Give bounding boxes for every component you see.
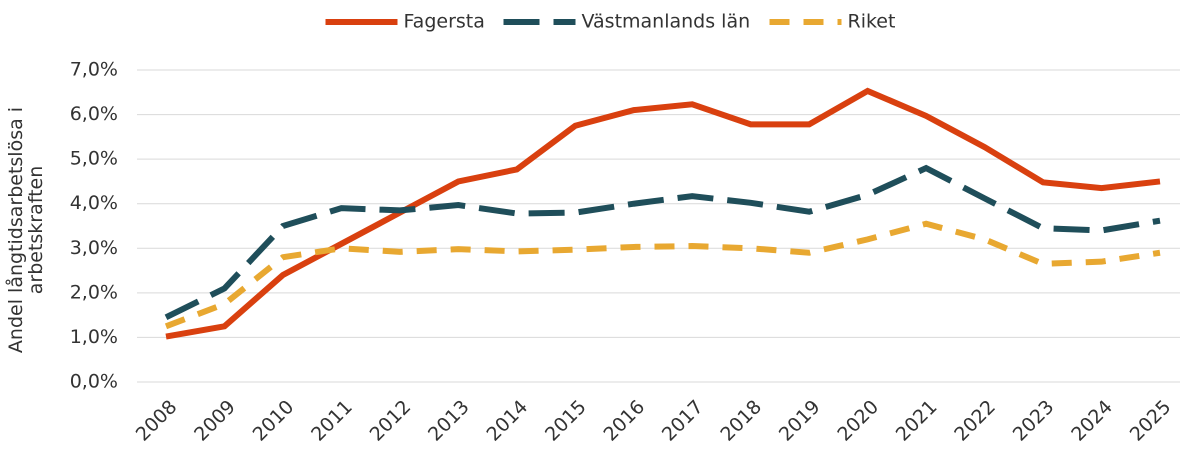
legend-label: Riket <box>848 11 896 33</box>
x-tick-label: 2021 <box>892 396 942 446</box>
x-tick-label: 2025 <box>1126 396 1176 446</box>
x-tick-label: 2014 <box>482 396 532 446</box>
y-axis-label: Andel långtidsarbetslösa iarbetskraften <box>4 107 47 353</box>
y-tick-label: 4,0% <box>70 192 118 214</box>
x-tick-label: 2019 <box>775 396 825 446</box>
x-tick-label: 2018 <box>716 396 766 446</box>
y-tick-label: 5,0% <box>70 148 118 170</box>
y-tick-label: 7,0% <box>70 59 118 81</box>
legend-label: Västmanlands län <box>582 11 751 33</box>
series-line <box>164 220 1161 330</box>
x-tick-label: 2010 <box>249 396 299 446</box>
x-tick-label: 2011 <box>307 396 357 446</box>
y-tick-label: 2,0% <box>70 281 118 303</box>
x-tick-label: 2008 <box>132 396 182 446</box>
x-tick-label: 2017 <box>658 396 708 446</box>
legend-label: Fagersta <box>404 11 485 33</box>
x-tick-label: 2020 <box>833 396 883 446</box>
x-tick-label: 2022 <box>950 396 1000 446</box>
y-axis-label-line: arbetskraften <box>25 166 47 295</box>
y-tick-label: 0,0% <box>70 371 118 393</box>
y-tick-label: 6,0% <box>70 103 118 125</box>
x-tick-label: 2012 <box>366 396 416 446</box>
x-tick-label: 2015 <box>541 396 591 446</box>
x-tick-label: 2013 <box>424 396 474 446</box>
y-tick-label: 3,0% <box>70 237 118 259</box>
x-tick-label: 2024 <box>1067 396 1117 446</box>
x-tick-label: 2016 <box>599 396 649 446</box>
x-tick-label: 2009 <box>190 396 240 446</box>
series-line <box>164 164 1161 321</box>
x-tick-label: 2023 <box>1009 396 1059 446</box>
y-tick-label: 1,0% <box>70 326 118 348</box>
y-axis-label-line: Andel långtidsarbetslösa i <box>4 107 27 353</box>
